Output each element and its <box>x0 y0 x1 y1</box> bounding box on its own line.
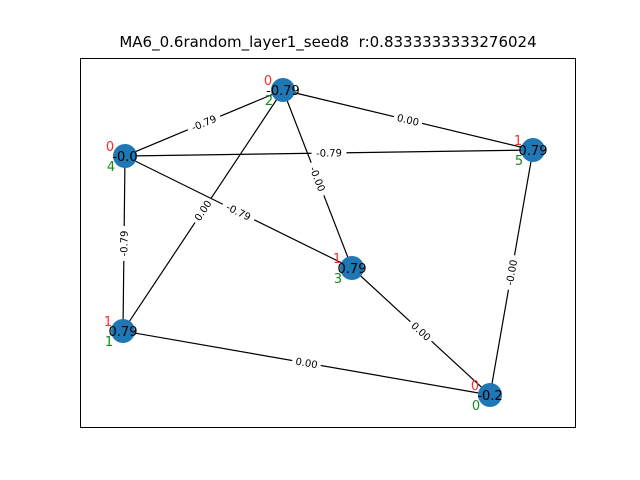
node-circle-0 <box>478 383 502 407</box>
svg-text:-0.79: -0.79 <box>119 231 130 257</box>
node-green-label-4: 4 <box>107 160 115 175</box>
edge-label-4-1: -0.79 <box>117 225 131 262</box>
node-0: -0.20 0 <box>471 379 503 414</box>
node-value-5: 0.79 <box>519 144 548 159</box>
node-3: 0.791 3 <box>333 252 367 287</box>
edge-label-2-3: -0.00 <box>305 160 330 198</box>
node-red-label-4: 0 <box>106 140 114 155</box>
node-green-label-1: 1 <box>105 335 113 350</box>
node-green-label-3: 3 <box>334 272 342 287</box>
node-1: 0.791 1 <box>104 315 138 350</box>
node-value-3: 0.79 <box>338 262 367 277</box>
node-value-2: -0.79 <box>266 84 300 99</box>
node-5: 0.791 5 <box>514 134 548 169</box>
node-circle-5 <box>521 138 545 162</box>
node-4: -0.00 4 <box>106 140 138 175</box>
svg-text:0.00: 0.00 <box>294 357 318 372</box>
node-red-label-5: 1 <box>514 134 522 149</box>
svg-text:0.00: 0.00 <box>396 113 420 129</box>
node-value-1: 0.79 <box>109 325 138 340</box>
edges-layer: -0.79 0.00-0.000.00-0.79-0.79-0.79-0.000.… <box>117 89 534 396</box>
diagram-title: MA6_0.6random_layer1_seed8 r:0.833333333… <box>119 33 537 51</box>
node-circle-2 <box>271 78 295 102</box>
node-green-label-5: 5 <box>515 154 523 169</box>
node-green-label-2: 2 <box>265 94 273 109</box>
edge-label-2-1: 0.00 <box>190 195 216 226</box>
node-red-label-3: 1 <box>333 252 341 267</box>
edge-label-4-5: -0.79 <box>311 146 347 160</box>
edge-label-1-0: 0.00 <box>291 354 322 372</box>
svg-text:-0.00: -0.00 <box>505 259 520 286</box>
node-value-0: -0.2 <box>477 389 502 404</box>
svg-text:-0.79: -0.79 <box>316 148 342 159</box>
edge-label-2-5: 0.00 <box>392 110 424 130</box>
node-2: -0.790 2 <box>264 74 300 109</box>
node-circle-3 <box>340 256 364 280</box>
node-red-label-0: 0 <box>471 379 479 394</box>
node-circle-1 <box>111 319 135 343</box>
node-red-label-2: 0 <box>264 74 272 89</box>
node-value-4: -0.0 <box>112 150 137 165</box>
edge-label-5-0: -0.00 <box>502 254 521 291</box>
edge-label-4-3: -0.79 <box>220 198 257 226</box>
node-green-label-0: 0 <box>472 399 480 414</box>
edge-label-2-4: -0.79 <box>185 110 223 136</box>
node-red-label-1: 1 <box>104 315 112 330</box>
svg-text:-0.00: -0.00 <box>307 165 327 193</box>
plot-frame <box>80 58 576 428</box>
node-circle-4 <box>113 144 137 168</box>
